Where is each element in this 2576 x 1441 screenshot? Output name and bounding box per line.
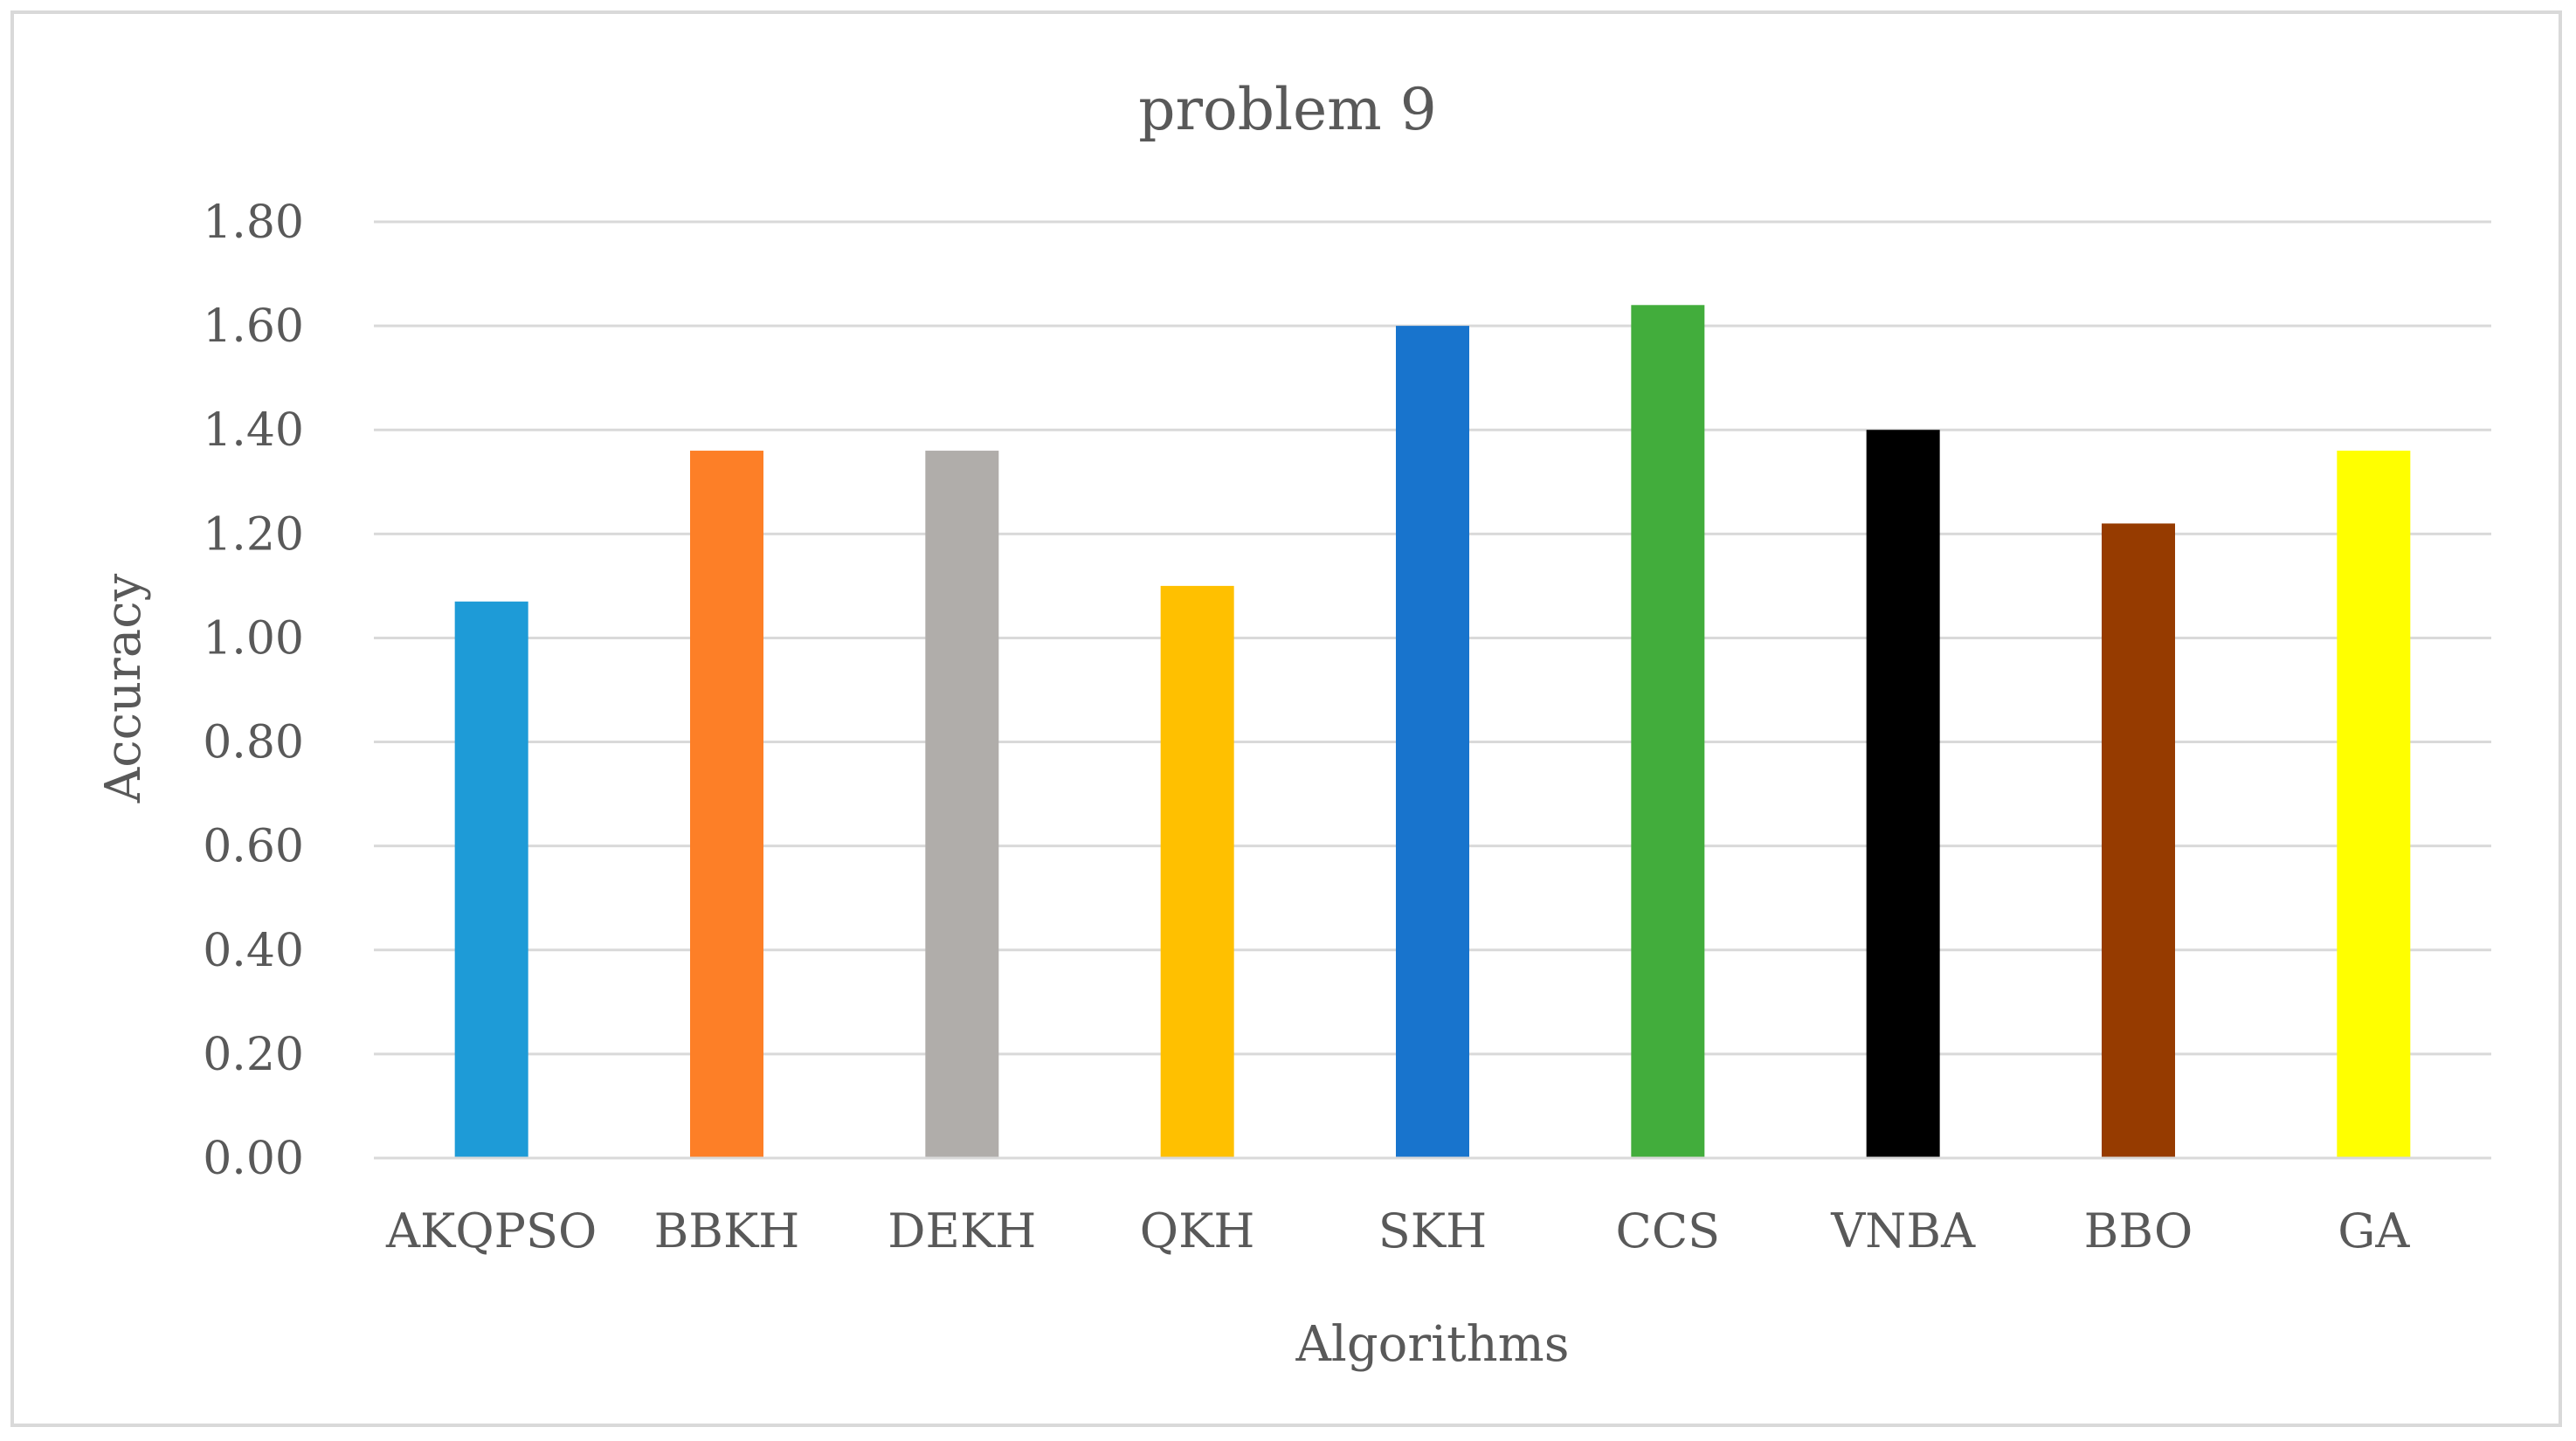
x-category-label: BBKH xyxy=(654,1203,800,1258)
bar-akqpso xyxy=(454,601,528,1158)
x-category-label: DEKH xyxy=(887,1203,1036,1258)
y-tick-label: 0.00 xyxy=(203,1133,304,1185)
bars xyxy=(454,305,2411,1159)
y-axis-ticks: 0.00 0.20 0.40 0.60 0.80 1.00 1.20 1.40 1.60 1.80 xyxy=(203,196,304,1185)
y-tick-label: 1.20 xyxy=(203,508,304,561)
bar-vnba xyxy=(1866,430,1940,1158)
bar-qkh xyxy=(1160,585,1234,1158)
bar-bbkh xyxy=(690,451,763,1158)
x-axis-title: Algorithms xyxy=(1295,1316,1569,1373)
x-category-label: AKQPSO xyxy=(385,1203,597,1258)
y-tick-label: 1.60 xyxy=(203,300,304,353)
x-category-label: SKH xyxy=(1378,1203,1487,1258)
x-category-label: BBO xyxy=(2084,1203,2193,1258)
bar-bbo xyxy=(2102,523,2175,1158)
x-category-label: QKH xyxy=(1140,1203,1255,1258)
x-category-label: CCS xyxy=(1616,1203,1721,1258)
x-category-label: VNBA xyxy=(1830,1203,1976,1258)
bar-skh xyxy=(1396,326,1469,1159)
y-tick-label: 0.60 xyxy=(203,821,304,873)
bar-ga xyxy=(2337,451,2411,1158)
bar-ccs xyxy=(1631,305,1705,1158)
y-tick-label: 1.40 xyxy=(203,404,304,457)
y-tick-label: 0.20 xyxy=(203,1029,304,1081)
y-tick-label: 1.00 xyxy=(203,612,304,665)
y-tick-label: 0.40 xyxy=(203,925,304,977)
y-tick-label: 0.80 xyxy=(203,717,304,769)
y-axis-title: Accuracy xyxy=(95,573,152,803)
y-tick-label: 1.80 xyxy=(203,196,304,249)
chart-title: problem 9 xyxy=(1138,76,1437,143)
bar-dekh xyxy=(925,451,999,1158)
x-axis-categories: AKQPSO BBKH DEKH QKH SKH CCS VNBA BBO GA xyxy=(385,1203,2410,1258)
x-category-label: GA xyxy=(2338,1203,2410,1258)
